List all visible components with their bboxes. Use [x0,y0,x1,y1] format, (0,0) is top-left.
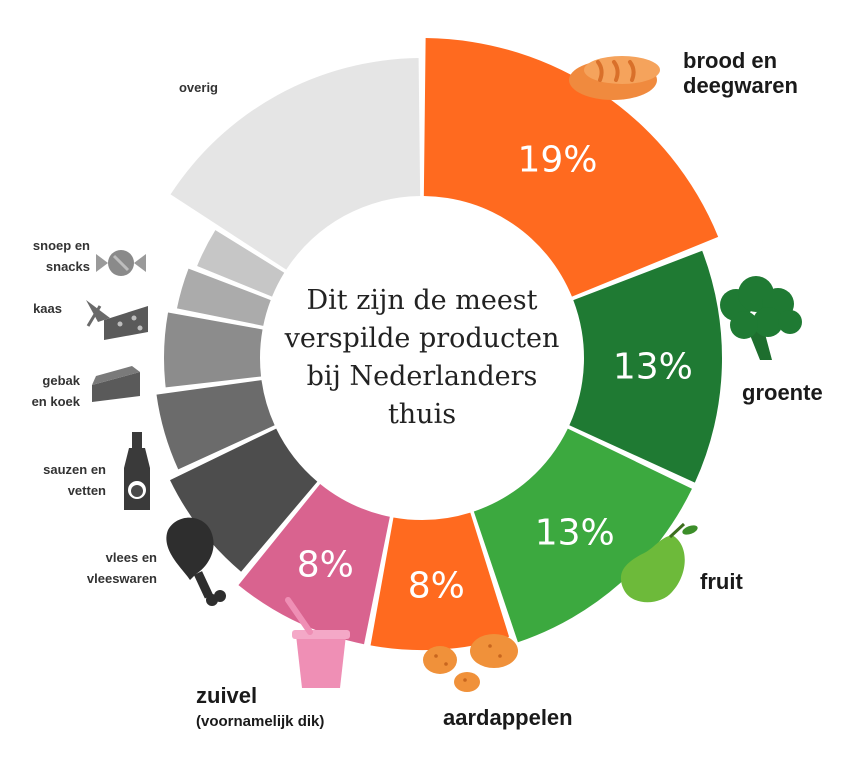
cake-slice-icon [92,366,140,402]
drumstick-icon [166,517,226,606]
broccoli-icon [720,276,802,360]
donut-segments [156,38,722,650]
segment-zuivel [238,483,390,645]
segment-value-label: 8% [408,566,465,607]
category-label-vlees-en-vleeswaren: vlees en vleeswaren [87,550,157,586]
segment-overig [170,58,421,270]
category-label-aardappelen: aardappelen [443,705,573,730]
segment-aardappelen [370,512,510,650]
segment-kaas [176,268,271,326]
segment-snoep-en-snacks [197,230,285,297]
potato-icon [423,634,518,692]
segment-value-label: 8% [297,544,354,585]
sauce-bottle-icon [124,432,150,510]
category-sublabel-zuivel: (voornamelijk dik) [196,713,324,730]
segment-groente [569,250,722,483]
segment-value-label: 19% [517,140,597,181]
segment-fruit [473,428,692,643]
yoghurt-cup-icon [285,597,350,688]
segment-labels: 19% 13% 13% 8% 8% brood en deegwaren groente fru… [32,48,823,730]
segment-icons [86,56,802,692]
chart-title: Dit zijn de meest verspilde producten bij … [284,285,560,430]
segment-value-label: 13% [613,346,693,387]
segment-brood-en-deegwaren [423,38,719,297]
segment-gebak-en-koek [164,312,263,388]
segment-sauzen-en-vetten [156,380,275,470]
category-label-kaas: kaas [33,301,62,316]
category-label-groente: groente [742,380,823,405]
category-label-overig: overig [179,80,218,95]
pear-icon [620,522,698,603]
category-label-sauzen-en-vetten: sauzen en vetten [43,462,106,498]
segment-value-label: 13% [535,512,615,553]
category-label-fruit: fruit [700,569,743,594]
category-label-zuivel: zuivel [196,683,257,708]
bread-icon [569,56,660,100]
candy-icon [96,250,146,276]
category-label-snoep-en-snacks: snoep en snacks [33,238,90,274]
category-label-brood-en-deegwaren: brood en deegwaren [683,48,798,98]
cheese-icon [86,300,148,340]
category-label-gebak-en-koek: gebak en koek [32,373,81,409]
